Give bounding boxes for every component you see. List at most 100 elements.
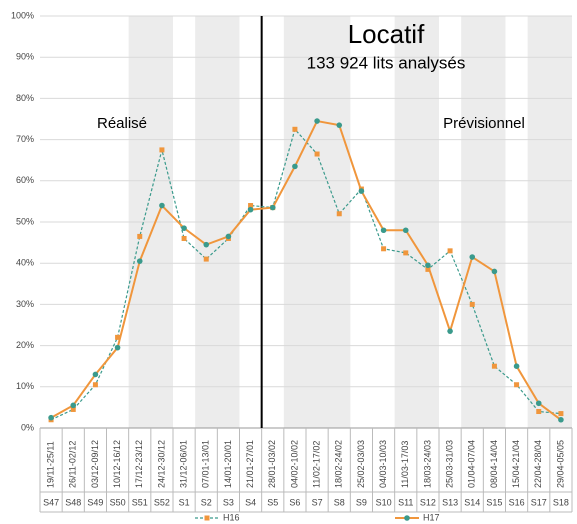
week-label: S52 (154, 497, 170, 507)
marker (536, 409, 542, 415)
week-label: S8 (334, 497, 345, 507)
y-tick-label: 40% (16, 258, 34, 268)
week-label: S14 (464, 497, 480, 507)
marker (425, 266, 431, 272)
week-label: S15 (486, 497, 502, 507)
marker (513, 363, 520, 370)
week-label: S48 (65, 497, 81, 507)
marker (70, 402, 77, 409)
x-tick-label: 11/03-17/03 (400, 441, 410, 488)
marker (70, 406, 76, 412)
week-label: S1 (179, 497, 190, 507)
x-tick-label: 08/04-14/04 (489, 440, 499, 488)
week-label: S10 (376, 497, 392, 507)
chart-title: Locatif (348, 19, 425, 49)
marker (336, 211, 342, 217)
y-tick-label: 70% (16, 134, 34, 144)
marker (115, 334, 121, 340)
y-tick-label: 60% (16, 175, 34, 185)
marker (203, 241, 210, 248)
x-tick-label: 21/01-27/01 (245, 440, 255, 488)
y-tick-label: 100% (11, 10, 34, 20)
legend-marker (404, 515, 410, 521)
marker (336, 122, 343, 128)
week-label: S12 (420, 497, 436, 507)
marker (114, 344, 121, 351)
legend-marker (204, 515, 210, 521)
y-tick-label: 90% (16, 52, 34, 62)
week-label: S6 (289, 497, 300, 507)
legend-label: H16 (223, 512, 240, 522)
marker (447, 328, 453, 334)
series-line (50, 128, 561, 421)
marker (92, 371, 99, 378)
week-label: S47 (43, 497, 59, 507)
marker (159, 147, 165, 153)
marker (137, 233, 143, 239)
week-label: S50 (110, 497, 126, 507)
annotation: Prévisionnel (443, 115, 525, 132)
x-tick-label: 14/01-20/01 (223, 440, 233, 488)
marker (447, 248, 453, 254)
x-tick-label: 28/01-03/02 (267, 440, 277, 488)
marker (425, 262, 431, 269)
x-tick-label: 24/12-30/12 (156, 440, 166, 488)
marker (292, 126, 298, 132)
x-tick-label: 03/12-09/12 (90, 440, 100, 488)
marker (269, 204, 276, 211)
week-label: S51 (132, 497, 148, 507)
marker (403, 250, 409, 256)
y-tick-label: 10% (16, 381, 34, 391)
marker (292, 163, 298, 170)
x-tick-label: 15/04-21/04 (511, 440, 521, 488)
marker (247, 206, 254, 213)
marker (402, 227, 409, 234)
marker (514, 382, 520, 388)
marker (491, 268, 498, 275)
marker (358, 188, 365, 194)
x-tick-label: 17/12-23/12 (134, 440, 144, 488)
x-tick-label: 25/03-31/03 (444, 440, 454, 488)
x-tick-label: 18/02-24/02 (334, 440, 344, 488)
marker (225, 233, 232, 240)
y-tick-label: 0% (21, 422, 34, 432)
marker (203, 256, 209, 262)
x-tick-label: 29/04-05/05 (555, 440, 565, 488)
x-tick-label: 26/11-02/12 (68, 441, 78, 488)
x-tick-label: 10/12-16/12 (112, 440, 122, 488)
x-tick-label: 25/02-03/03 (356, 440, 366, 488)
marker (558, 411, 564, 417)
marker (558, 416, 564, 423)
week-label: S16 (509, 497, 525, 507)
week-label: S18 (553, 497, 569, 507)
marker (314, 151, 320, 157)
x-tick-label: 04/03-10/03 (378, 440, 388, 488)
marker (136, 258, 143, 264)
week-label: S2 (201, 497, 212, 507)
marker (380, 227, 387, 234)
week-label: S4 (245, 497, 256, 507)
x-tick-label: 18/03-24/03 (422, 440, 432, 488)
marker (469, 254, 476, 260)
x-tick-label: 31/12-06/01 (178, 440, 188, 488)
x-tick-label: 04/02-10/02 (289, 440, 299, 488)
marker (48, 414, 54, 421)
marker (381, 246, 387, 252)
x-tick-label: 01/04-07/04 (467, 440, 477, 488)
marker (469, 301, 475, 307)
marker (535, 400, 542, 407)
week-label: S13 (442, 497, 458, 507)
x-tick-label: 07/01-13/01 (201, 440, 211, 488)
week-label: S17 (531, 497, 547, 507)
marker (159, 202, 165, 209)
chart-subtitle: 133 924 lits analysés (307, 53, 466, 72)
week-label: S3 (223, 497, 234, 507)
series-line (50, 119, 562, 421)
x-tick-label: 22/04-28/04 (533, 440, 543, 488)
week-label: S5 (267, 497, 278, 507)
y-tick-label: 50% (16, 216, 34, 226)
marker (92, 382, 98, 388)
y-tick-label: 80% (16, 93, 34, 103)
legend-label: H17 (423, 512, 440, 522)
